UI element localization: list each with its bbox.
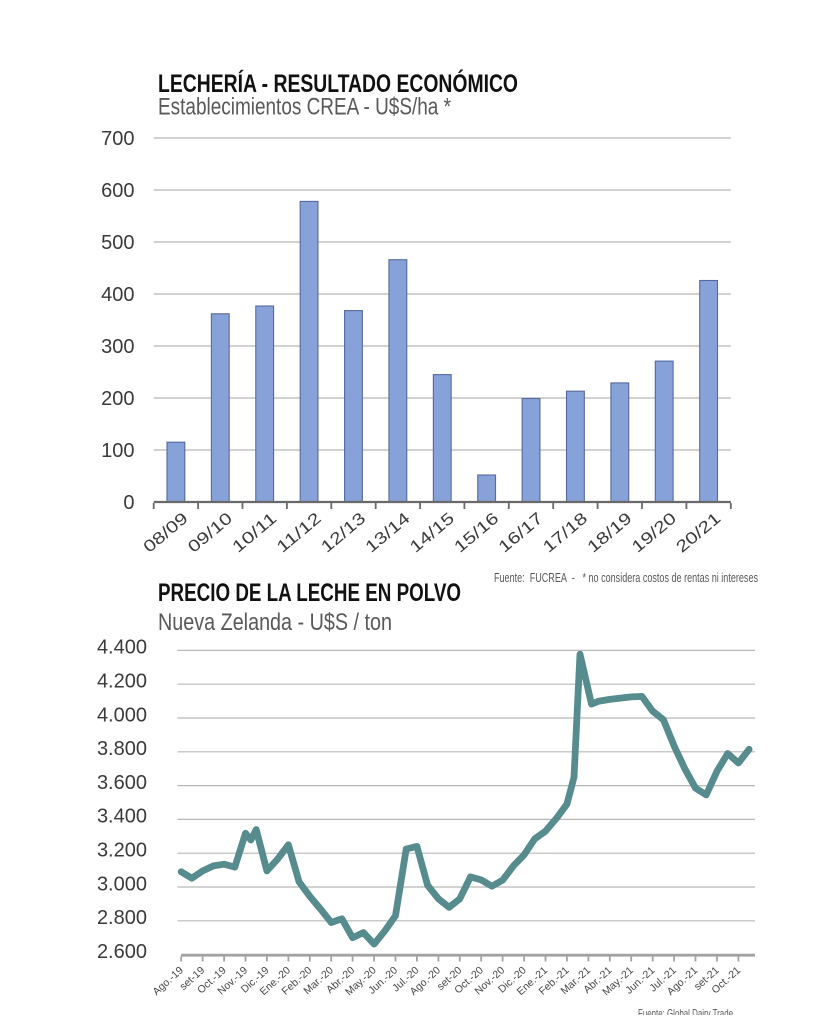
svg-text:4.200: 4.200 xyxy=(97,671,147,693)
svg-text:Fuente: FUCREA - * no cons: Fuente: FUCREA - * no considera costos d… xyxy=(494,570,758,585)
svg-text:0: 0 xyxy=(123,492,134,514)
svg-text:2.600: 2.600 xyxy=(97,941,147,963)
svg-text:LECHERÍA - RESULTADO ECONÓMICO: LECHERÍA - RESULTADO ECONÓMICO xyxy=(158,68,518,98)
svg-text:3.000: 3.000 xyxy=(97,873,147,895)
svg-text:3.400: 3.400 xyxy=(97,806,147,828)
svg-text:PRECIO DE LA LECHE EN POLVO: PRECIO DE LA LECHE EN POLVO xyxy=(158,579,461,607)
svg-text:300: 300 xyxy=(101,336,134,358)
svg-text:3.200: 3.200 xyxy=(97,840,147,862)
svg-text:600: 600 xyxy=(101,180,134,202)
svg-text:2.800: 2.800 xyxy=(97,907,147,929)
svg-text:700: 700 xyxy=(101,128,134,150)
svg-text:3.600: 3.600 xyxy=(97,772,147,794)
svg-text:4.000: 4.000 xyxy=(97,704,147,726)
svg-text:400: 400 xyxy=(101,284,134,306)
svg-text:Fuente: Global Dairy Trade: Fuente: Global Dairy Trade xyxy=(638,1007,733,1016)
svg-text:500: 500 xyxy=(101,232,134,254)
svg-text:4.400: 4.400 xyxy=(97,637,147,659)
svg-text:200: 200 xyxy=(101,388,134,410)
svg-text:Nueva Zelanda - U$S / ton: Nueva Zelanda - U$S / ton xyxy=(158,609,392,636)
svg-text:Establecimientos CREA - U$S/ha: Establecimientos CREA - U$S/ha * xyxy=(158,94,451,121)
svg-text:100: 100 xyxy=(101,440,134,462)
svg-text:3.800: 3.800 xyxy=(97,738,147,760)
